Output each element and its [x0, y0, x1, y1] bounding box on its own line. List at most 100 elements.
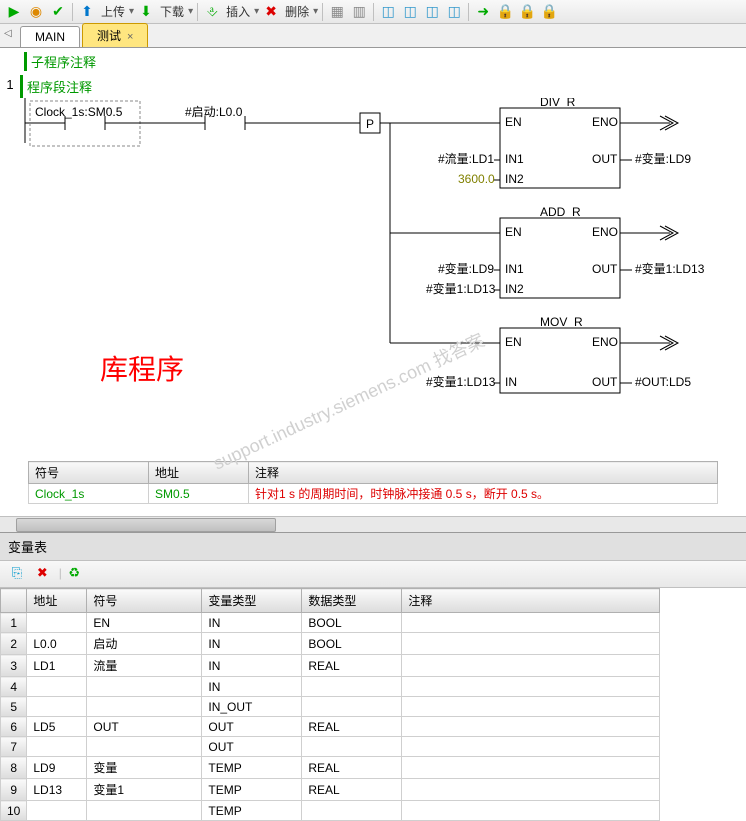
var-comment[interactable] — [402, 717, 660, 737]
var-sym[interactable]: 流量 — [87, 655, 202, 677]
var-refresh-icon[interactable]: ♻ — [65, 565, 83, 583]
table-row[interactable]: 7OUT — [1, 737, 660, 757]
subroutine-comment[interactable]: 子程序注释 — [24, 52, 746, 71]
table-row[interactable]: 10TEMP — [1, 801, 660, 821]
var-comment[interactable] — [402, 757, 660, 779]
var-datatype[interactable] — [302, 801, 402, 821]
var-vartype[interactable]: IN — [202, 677, 302, 697]
tab-nav-left-icon[interactable]: ◁ — [4, 28, 12, 39]
table-row[interactable]: 5IN_OUT — [1, 697, 660, 717]
stop-icon[interactable]: ◉ — [26, 2, 46, 22]
var-h-addr[interactable]: 地址 — [27, 589, 87, 613]
symtable-h-addr[interactable]: 地址 — [149, 462, 249, 484]
var-datatype[interactable] — [302, 697, 402, 717]
var-sym[interactable]: 变量1 — [87, 779, 202, 801]
scrollbar-thumb[interactable] — [16, 518, 276, 532]
delete-label[interactable]: 删除 — [285, 3, 309, 20]
var-addr[interactable] — [27, 613, 87, 633]
upload-label[interactable]: 上传 — [101, 3, 125, 20]
var-vartype[interactable]: IN_OUT — [202, 697, 302, 717]
var-sym[interactable]: EN — [87, 613, 202, 633]
var-sym[interactable] — [87, 801, 202, 821]
table-row[interactable]: 8LD9变量TEMPREAL — [1, 757, 660, 779]
var-datatype[interactable]: REAL — [302, 757, 402, 779]
var-datatype[interactable]: BOOL — [302, 633, 402, 655]
network-comment[interactable]: 程序段注释 — [20, 75, 746, 98]
var-datatype[interactable]: REAL — [302, 717, 402, 737]
var-datatype[interactable]: BOOL — [302, 613, 402, 633]
symtable-cell[interactable]: 针对1 s 的周期时间，时钟脉冲接通 0.5 s，断开 0.5 s。 — [249, 484, 718, 504]
lock3-icon[interactable]: 🔒 — [539, 2, 559, 22]
var-h-sym[interactable]: 符号 — [87, 589, 202, 613]
var-vartype[interactable]: TEMP — [202, 757, 302, 779]
go-icon[interactable]: ➜ — [473, 2, 493, 22]
var-addr[interactable]: LD13 — [27, 779, 87, 801]
var-h-datatype[interactable]: 数据类型 — [302, 589, 402, 613]
var-addr[interactable]: LD9 — [27, 757, 87, 779]
var-h-vartype[interactable]: 变量类型 — [202, 589, 302, 613]
tab-test[interactable]: 测试× — [82, 23, 148, 47]
var-comment[interactable] — [402, 697, 660, 717]
lock2-icon[interactable]: 🔒 — [517, 2, 537, 22]
var-add-icon[interactable]: ⎘ — [8, 565, 26, 583]
var-addr[interactable] — [27, 677, 87, 697]
var-addr[interactable]: L0.0 — [27, 633, 87, 655]
compile-icon[interactable]: ✔ — [48, 2, 68, 22]
var-sym[interactable]: 变量 — [87, 757, 202, 779]
window4-icon[interactable]: ◫ — [444, 2, 464, 22]
horizontal-scrollbar[interactable] — [0, 516, 746, 532]
var-vartype[interactable]: TEMP — [202, 801, 302, 821]
block1-icon[interactable]: ▦ — [327, 2, 347, 22]
insert-icon[interactable]: ⎀ — [202, 2, 222, 22]
var-addr[interactable]: LD5 — [27, 717, 87, 737]
var-addr[interactable]: LD1 — [27, 655, 87, 677]
var-del-icon[interactable]: ✖ — [33, 565, 51, 583]
table-row[interactable]: 2L0.0启动INBOOL — [1, 633, 660, 655]
var-addr[interactable] — [27, 801, 87, 821]
var-comment[interactable] — [402, 737, 660, 757]
var-vartype[interactable]: IN — [202, 633, 302, 655]
var-sym[interactable] — [87, 697, 202, 717]
ladder-diagram[interactable]: Clock_1s:SM0.5 #启动:L0.0 P — [20, 98, 740, 438]
window2-icon[interactable]: ◫ — [400, 2, 420, 22]
lock1-icon[interactable]: 🔒 — [495, 2, 515, 22]
tab-close-icon[interactable]: × — [127, 31, 133, 43]
var-comment[interactable] — [402, 779, 660, 801]
table-row[interactable]: 3LD1流量INREAL — [1, 655, 660, 677]
var-sym[interactable] — [87, 737, 202, 757]
var-comment[interactable] — [402, 633, 660, 655]
var-datatype[interactable] — [302, 737, 402, 757]
var-vartype[interactable]: OUT — [202, 717, 302, 737]
var-datatype[interactable] — [302, 677, 402, 697]
var-comment[interactable] — [402, 677, 660, 697]
delete-icon[interactable]: ✖ — [261, 2, 281, 22]
var-vartype[interactable]: IN — [202, 655, 302, 677]
table-row[interactable]: 9LD13变量1TEMPREAL — [1, 779, 660, 801]
block2-icon[interactable]: ▥ — [349, 2, 369, 22]
symtable-cell[interactable]: SM0.5 — [149, 484, 249, 504]
var-sym[interactable] — [87, 677, 202, 697]
window3-icon[interactable]: ◫ — [422, 2, 442, 22]
upload-icon[interactable]: ⬆ — [77, 2, 97, 22]
run-icon[interactable]: ▶ — [4, 2, 24, 22]
symtable-h-comment[interactable]: 注释 — [249, 462, 718, 484]
var-addr[interactable] — [27, 697, 87, 717]
table-row[interactable]: 4IN — [1, 677, 660, 697]
table-row[interactable]: 6LD5OUTOUTREAL — [1, 717, 660, 737]
var-h-rownum[interactable] — [1, 589, 27, 613]
symtable-cell[interactable]: Clock_1s — [29, 484, 149, 504]
var-vartype[interactable]: TEMP — [202, 779, 302, 801]
var-sym[interactable]: OUT — [87, 717, 202, 737]
symtable-h-symbol[interactable]: 符号 — [29, 462, 149, 484]
var-datatype[interactable]: REAL — [302, 655, 402, 677]
var-datatype[interactable]: REAL — [302, 779, 402, 801]
var-comment[interactable] — [402, 613, 660, 633]
var-comment[interactable] — [402, 655, 660, 677]
var-addr[interactable] — [27, 737, 87, 757]
var-vartype[interactable]: OUT — [202, 737, 302, 757]
var-sym[interactable]: 启动 — [87, 633, 202, 655]
var-comment[interactable] — [402, 801, 660, 821]
var-vartype[interactable]: IN — [202, 613, 302, 633]
table-row[interactable]: 1ENINBOOL — [1, 613, 660, 633]
var-h-comment[interactable]: 注释 — [402, 589, 660, 613]
